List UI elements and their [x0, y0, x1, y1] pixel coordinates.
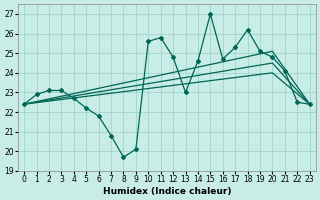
X-axis label: Humidex (Indice chaleur): Humidex (Indice chaleur): [103, 187, 231, 196]
